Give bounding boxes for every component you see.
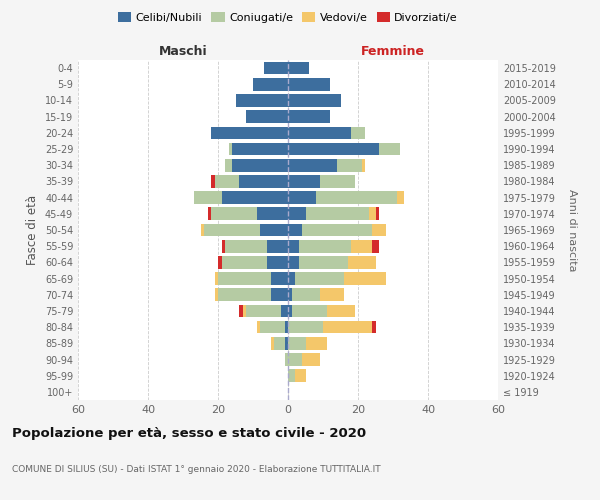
Bar (351, 240, 372, 252)
Bar (323, 321, 372, 334)
Bar (288, 208, 305, 220)
Y-axis label: Anni di nascita: Anni di nascita (566, 188, 577, 271)
Bar (288, 126, 351, 139)
Bar (292, 304, 326, 318)
Bar (288, 62, 309, 74)
Bar (397, 192, 404, 204)
Bar (221, 240, 225, 252)
Bar (211, 126, 288, 139)
Bar (253, 78, 288, 90)
Bar (257, 208, 288, 220)
Bar (221, 256, 267, 268)
Bar (372, 321, 376, 334)
Bar (368, 208, 376, 220)
Bar (193, 192, 221, 204)
Bar (299, 256, 347, 268)
Bar (221, 192, 288, 204)
Bar (288, 142, 379, 156)
Bar (320, 175, 355, 188)
Bar (288, 288, 292, 301)
Bar (372, 224, 386, 236)
Bar (288, 78, 330, 90)
Bar (271, 288, 288, 301)
Bar (305, 208, 368, 220)
Bar (260, 321, 284, 334)
Bar (232, 159, 288, 172)
Bar (242, 304, 246, 318)
Bar (218, 272, 271, 285)
Bar (235, 94, 288, 107)
Bar (288, 321, 323, 334)
Bar (288, 337, 305, 349)
Bar (288, 304, 292, 318)
Bar (288, 240, 299, 252)
Bar (295, 370, 305, 382)
Bar (288, 94, 341, 107)
Bar (284, 337, 288, 349)
Bar (295, 272, 344, 285)
Text: Maschi: Maschi (158, 44, 208, 58)
Bar (305, 337, 326, 349)
Bar (284, 321, 288, 334)
Bar (208, 208, 211, 220)
Bar (288, 192, 316, 204)
Bar (292, 288, 320, 301)
Bar (225, 159, 232, 172)
Bar (288, 256, 299, 268)
Bar (239, 304, 242, 318)
Bar (284, 353, 288, 366)
Bar (232, 142, 288, 156)
Bar (263, 62, 288, 74)
Bar (246, 110, 288, 123)
Text: Popolazione per età, sesso e stato civile - 2020: Popolazione per età, sesso e stato civil… (12, 428, 366, 440)
Legend: Celibi/Nubili, Coniugati/e, Vedovi/e, Divorziati/e: Celibi/Nubili, Coniugati/e, Vedovi/e, Di… (113, 8, 463, 28)
Bar (337, 159, 361, 172)
Bar (274, 337, 284, 349)
Bar (215, 175, 239, 188)
Bar (215, 288, 218, 301)
Bar (204, 224, 260, 236)
Bar (320, 288, 344, 301)
Bar (225, 240, 267, 252)
Bar (288, 353, 302, 366)
Bar (288, 370, 295, 382)
Bar (271, 337, 274, 349)
Text: COMUNE DI SILIUS (SU) - Dati ISTAT 1° gennaio 2020 - Elaborazione TUTTITALIA.IT: COMUNE DI SILIUS (SU) - Dati ISTAT 1° ge… (12, 466, 380, 474)
Bar (288, 175, 320, 188)
Bar (200, 224, 204, 236)
Bar (271, 272, 288, 285)
Bar (281, 304, 288, 318)
Bar (267, 240, 288, 252)
Bar (379, 142, 400, 156)
Bar (344, 272, 386, 285)
Bar (218, 288, 271, 301)
Bar (299, 240, 351, 252)
Bar (302, 353, 320, 366)
Bar (246, 304, 281, 318)
Bar (267, 256, 288, 268)
Bar (326, 304, 355, 318)
Bar (218, 256, 221, 268)
Bar (288, 224, 302, 236)
Bar (302, 224, 372, 236)
Bar (215, 272, 218, 285)
Bar (211, 208, 257, 220)
Bar (239, 175, 288, 188)
Bar (260, 224, 288, 236)
Bar (361, 159, 365, 172)
Bar (351, 126, 365, 139)
Bar (376, 208, 379, 220)
Bar (288, 110, 330, 123)
Bar (316, 192, 397, 204)
Y-axis label: Fasce di età: Fasce di età (26, 195, 39, 265)
Text: Femmine: Femmine (361, 44, 425, 58)
Bar (211, 175, 215, 188)
Bar (229, 142, 232, 156)
Bar (347, 256, 376, 268)
Bar (372, 240, 379, 252)
Bar (257, 321, 260, 334)
Bar (288, 159, 337, 172)
Bar (288, 272, 295, 285)
